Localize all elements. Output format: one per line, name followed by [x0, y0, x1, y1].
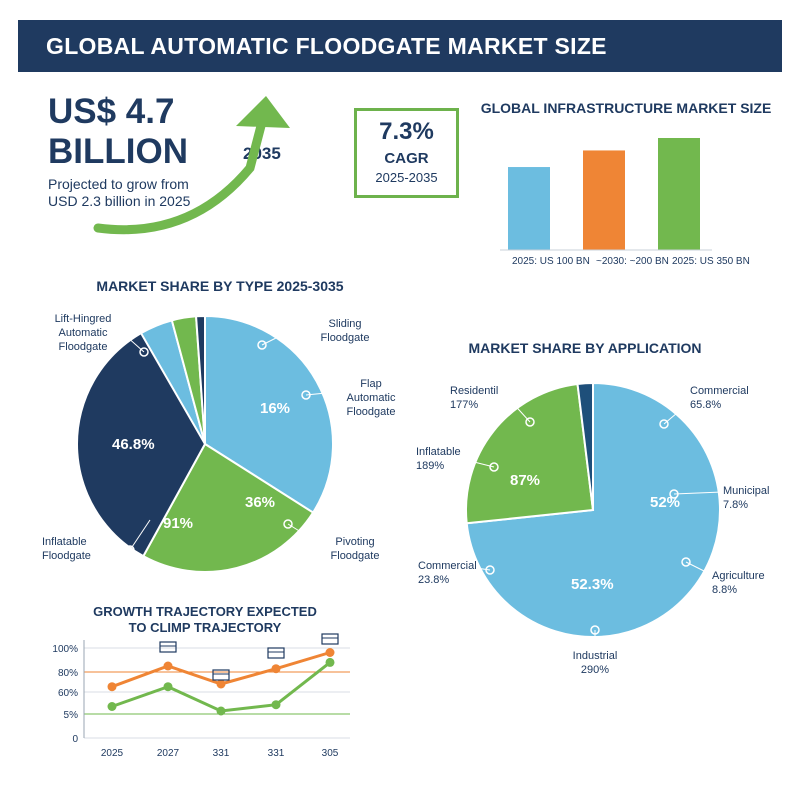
callout-marker — [139, 347, 149, 357]
cagr-value: 7.3% — [379, 118, 434, 145]
application-pie-title: MARKET SHARE BY APPLICATION — [468, 340, 702, 356]
cagr-box — [354, 108, 459, 198]
flag-icon — [212, 669, 230, 681]
callout-leader — [305, 391, 337, 396]
type-callout: Inflatable Floodgate — [42, 536, 91, 562]
bar — [658, 138, 700, 250]
data-point — [216, 706, 226, 716]
flag-icon — [267, 647, 285, 659]
type-pie-data-label: 91% — [163, 515, 194, 532]
growth-arrowhead-icon — [236, 96, 290, 128]
pie-slice — [465, 381, 721, 638]
bar-category-label: 2025: US 100 BN — [512, 256, 590, 267]
application-callout: Commercial 23.8% — [418, 560, 477, 586]
bar — [583, 150, 625, 250]
application-pie-data-label: 52.3% — [571, 576, 614, 593]
headline-sub-1: Projected to grow from — [48, 176, 189, 192]
bar-chart-title: GLOBAL INFRASTRUCTURE MARKET SIZE — [480, 100, 772, 116]
data-point — [325, 657, 335, 667]
type-pie-title: MARKET SHARE BY TYPE 2025-3035 — [96, 278, 344, 294]
type-callout: Flap Automatic Floodgate — [346, 378, 396, 418]
type-callout: Pivoting Floodgate — [330, 536, 380, 562]
headline-year: 2035 — [243, 144, 281, 163]
application-callout: Residentil 177% — [450, 385, 499, 411]
type-callout: Sliding Floodgate — [320, 318, 370, 344]
data-point — [163, 682, 173, 692]
header-banner — [18, 20, 782, 72]
pie-slice — [141, 442, 315, 573]
application-callout: Municipal 7.8% — [723, 485, 770, 511]
flag-icon — [321, 633, 339, 645]
cagr-period: 2025-2035 — [375, 170, 438, 185]
data-point — [325, 648, 335, 657]
y-tick-label: 80% — [58, 668, 78, 679]
data-point — [107, 702, 117, 711]
callout-marker — [125, 545, 135, 555]
cagr-label: CAGR — [384, 150, 429, 167]
x-tick-label: 331 — [268, 748, 285, 759]
x-tick-label: 2027 — [157, 748, 180, 759]
x-tick-label: 305 — [322, 748, 339, 759]
callout-leader — [129, 519, 151, 551]
type-pie-data-label: 16% — [260, 400, 291, 417]
callout-marker — [659, 419, 669, 429]
data-point — [107, 682, 117, 692]
application-callout: Agriculture 8.8% — [712, 570, 765, 596]
application-pie-data-label: 87% — [510, 472, 541, 489]
x-tick-label: 2025 — [101, 748, 124, 759]
y-tick-label: 0 — [72, 734, 78, 745]
data-point — [216, 679, 226, 689]
y-tick-label: 100% — [52, 644, 78, 655]
line-chart-title: GROWTH TRAJECTORY EXPECTED TO CLIMP TRAJ… — [93, 604, 317, 635]
application-pie-data-label: 52% — [650, 494, 681, 511]
callout-leader — [509, 399, 531, 423]
series-line — [111, 661, 331, 713]
headline-sub-2: USD 2.3 billion in 2025 — [48, 193, 191, 209]
pie-slice — [195, 314, 206, 445]
bar-category-label: 2025: US 350 BN — [672, 256, 750, 267]
callout-marker — [283, 519, 293, 529]
type-callout: Lift-Hingred Automatic Floodgate — [54, 313, 112, 353]
application-callout: Commercial 65.8% — [690, 385, 749, 411]
data-point — [271, 664, 281, 674]
bar — [508, 167, 550, 250]
callout-marker — [681, 557, 691, 567]
x-tick-label: 331 — [213, 748, 230, 759]
application-callout: Inflatable 189% — [416, 446, 461, 472]
pie-slice — [170, 315, 206, 445]
callout-leader — [465, 459, 495, 468]
series-line — [111, 651, 331, 689]
callout-leader — [663, 401, 691, 425]
callout-marker — [525, 417, 535, 427]
flag-icon — [159, 641, 177, 653]
type-pie-data-label: 46.8% — [112, 436, 155, 453]
y-tick-label: 60% — [58, 688, 78, 699]
callout-leader — [673, 491, 723, 495]
callout-marker — [301, 390, 311, 400]
data-point — [163, 661, 173, 671]
application-callout: Industrial 290% — [572, 650, 618, 676]
callout-marker — [590, 625, 600, 635]
pie-slice — [139, 319, 206, 445]
callout-leader — [261, 325, 301, 346]
callout-marker — [485, 565, 495, 575]
callout-marker — [257, 340, 267, 350]
headline-unit: BILLION — [48, 132, 188, 171]
y-tick-label: 5% — [64, 710, 79, 721]
callout-marker — [489, 462, 499, 472]
page-title: GLOBAL AUTOMATIC FLOODGATE MARKET SIZE — [46, 33, 607, 59]
pie-slice — [576, 381, 594, 511]
type-pie-data-label: 36% — [245, 494, 276, 511]
bar-category-label: ~2030: ~200 BN — [596, 256, 669, 267]
headline-value: US$ 4.7 — [48, 92, 175, 131]
callout-leader — [287, 523, 323, 546]
callout-leader — [125, 335, 145, 353]
callout-leader — [685, 561, 713, 576]
data-point — [271, 700, 281, 710]
